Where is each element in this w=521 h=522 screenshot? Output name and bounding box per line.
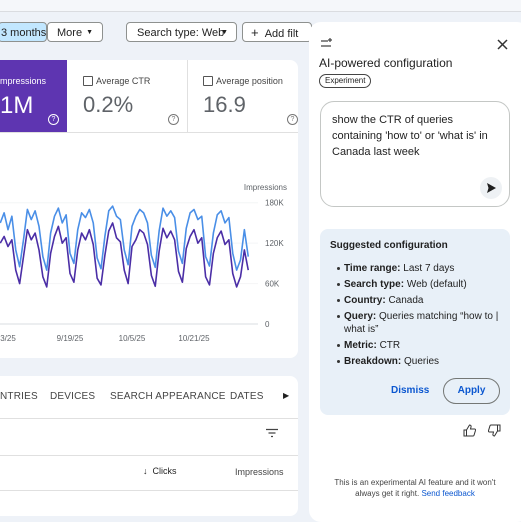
series-line xyxy=(0,205,250,271)
thumb-down[interactable] xyxy=(488,424,501,437)
divider xyxy=(0,418,298,419)
y-tick-label: 60K xyxy=(265,280,280,289)
item-value: Web (default) xyxy=(406,279,467,290)
next-arrow[interactable]: ▶ xyxy=(283,391,290,400)
feedback-link[interactable]: Send feedback xyxy=(421,489,475,498)
column-header[interactable]: Impressions xyxy=(235,467,284,477)
item-label: Search type: xyxy=(344,279,405,290)
item-label: Time range: xyxy=(344,263,401,274)
more-chip[interactable]: More ▼ xyxy=(47,22,103,42)
add-filter-chip[interactable]: + Add filt xyxy=(242,22,312,42)
prompt-text: show the CTR of queries containing 'how … xyxy=(332,114,488,158)
close-button[interactable] xyxy=(497,39,508,50)
suggestion-item: Query: Queries matching “how to | what i… xyxy=(337,310,504,336)
x-tick-label: 10/5/25 xyxy=(119,334,146,343)
date-chip[interactable]: 3 months xyxy=(0,22,47,42)
dropdown-icon: ▼ xyxy=(86,29,93,36)
y-tick-label: 120K xyxy=(265,239,284,248)
divider xyxy=(0,455,298,456)
badge: Experiment xyxy=(319,74,372,88)
suggestion-item: Time range: Last 7 days xyxy=(337,262,504,275)
footer: This is an experimental AI feature and i… xyxy=(325,477,505,499)
prompt-box[interactable] xyxy=(320,101,510,207)
item-value: Queries matching “how to | what is” xyxy=(344,311,499,335)
suggestion-box xyxy=(320,229,510,415)
y-tick-label: 0 xyxy=(265,320,270,329)
column-header: Clicks xyxy=(152,466,177,476)
help-icon[interactable]: ? xyxy=(168,114,179,125)
dropdown-icon: ▼ xyxy=(221,29,228,36)
y-tick-label: 180K xyxy=(265,199,284,208)
sort-header[interactable]: ↓ Clicks xyxy=(143,466,177,476)
add-filter-label: Add filt xyxy=(264,28,299,40)
divider xyxy=(0,490,298,491)
tab[interactable]: SEARCH APPEARANCE xyxy=(110,391,226,402)
send-icon xyxy=(487,183,496,193)
help-icon[interactable]: ? xyxy=(48,114,59,125)
filter-icon[interactable] xyxy=(265,428,279,438)
metric-label: Average position xyxy=(216,76,283,86)
thumb-up[interactable] xyxy=(463,424,476,437)
item-value: CTR xyxy=(379,340,401,351)
disclaimer: This is an experimental AI feature and i… xyxy=(334,478,496,498)
apply-button[interactable]: Apply xyxy=(443,378,500,404)
metric-value: 1M xyxy=(0,92,34,119)
divider xyxy=(0,132,298,133)
x-tick-label: 3/25 xyxy=(0,334,16,343)
tune-icon xyxy=(321,38,332,47)
divider xyxy=(187,60,188,132)
item-label: Breakdown: xyxy=(344,356,402,367)
item-value: Queries xyxy=(404,356,440,367)
series-line xyxy=(0,222,250,288)
dismiss-button[interactable]: Dismiss xyxy=(391,385,430,396)
item-label: Metric: xyxy=(344,340,377,351)
tab[interactable]: NTRIES xyxy=(0,391,38,402)
suggestion-title: Suggested configuration xyxy=(330,240,448,251)
metric-value: 0.2% xyxy=(83,92,134,117)
tab[interactable]: DEVICES xyxy=(50,391,96,402)
x-tick-label: 9/19/25 xyxy=(57,334,84,343)
suggestion-item: Breakdown: Queries xyxy=(337,355,504,368)
search-type-label: Search type: Web xyxy=(137,27,225,39)
item-value: Canada xyxy=(388,295,424,306)
suggestion-item: Search type: Web (default) xyxy=(337,278,504,291)
more-label: More xyxy=(57,27,83,39)
suggestion-item: Country: Canada xyxy=(337,294,504,307)
item-value: Last 7 days xyxy=(403,263,455,274)
chart: Impressions 0 60K 120K 180K 3/25 9/19/25 10/5/… xyxy=(0,183,287,343)
top-bar xyxy=(0,0,521,12)
metric-value: 16.9 xyxy=(203,92,246,117)
suggestion-item: Metric: CTR xyxy=(337,339,504,352)
checkbox[interactable] xyxy=(203,76,213,86)
search-type-chip[interactable]: Search type: Web ▼ xyxy=(126,22,237,42)
checkbox[interactable] xyxy=(83,76,93,86)
help-icon[interactable]: ? xyxy=(287,114,298,125)
item-label: Query: xyxy=(344,311,377,322)
panel-title: AI-powered configuration xyxy=(319,56,453,70)
plus-icon: + xyxy=(251,25,259,40)
tab[interactable]: DATES xyxy=(230,391,264,402)
metric-label: Average CTR xyxy=(96,76,151,86)
send-button[interactable] xyxy=(480,177,502,199)
x-tick-label: 10/21/25 xyxy=(178,334,210,343)
table-card xyxy=(0,376,298,516)
axis-label: Impressions xyxy=(244,183,287,192)
metric-label: mpressions xyxy=(0,76,47,86)
item-label: Country: xyxy=(344,295,386,306)
